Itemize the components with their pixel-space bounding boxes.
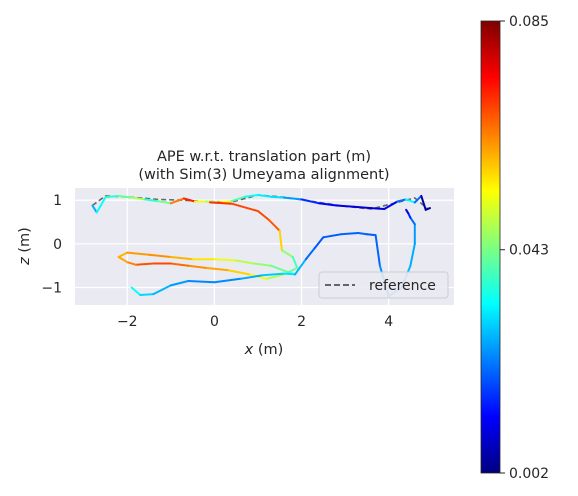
- estimate-segment: [130, 196, 146, 201]
- x-axis-label: x (m): [244, 342, 284, 358]
- estimate-segment: [252, 262, 272, 267]
- estimate-segment: [143, 198, 159, 203]
- estimate-segment: [352, 205, 373, 210]
- estimate-segment: [270, 195, 286, 199]
- estimate-segment: [405, 208, 410, 215]
- estimate-segment: [169, 197, 185, 205]
- estimate-segment: [239, 274, 264, 280]
- estimate-segment: [409, 242, 416, 267]
- estimate-segment: [383, 200, 399, 210]
- estimate-segment: [169, 280, 190, 287]
- colorbar: 0.085 0.043 0.002: [480, 14, 549, 482]
- chart-title-line-1: APE w.r.t. translation part (m): [157, 149, 371, 165]
- estimate-segment: [283, 196, 303, 201]
- y-tick-labels: 1 0 −1: [41, 193, 62, 296]
- estimate-segment: [209, 201, 233, 205]
- estimate-segment: [413, 194, 423, 204]
- estimate-segment: [409, 216, 416, 226]
- estimate-segment: [204, 266, 229, 272]
- estimate-segment: [257, 210, 270, 221]
- estimate-segment: [257, 194, 272, 198]
- colorbar-tick-label: 0.002: [509, 466, 549, 482]
- estimate-segment: [230, 202, 259, 213]
- estimate-segment: [357, 232, 368, 236]
- estimate-segment: [187, 264, 207, 269]
- x-tick-label: 2: [297, 314, 306, 330]
- estimate-segment: [187, 280, 216, 284]
- estimate-segment: [117, 256, 129, 264]
- estimate-segment: [278, 229, 283, 252]
- estimate-segment: [169, 256, 194, 261]
- y-tick-label: 0: [53, 237, 62, 253]
- estimate-segment: [280, 249, 294, 258]
- estimate-segment: [339, 232, 360, 236]
- estimate-segment: [230, 195, 246, 203]
- estimate-segment: [126, 251, 151, 256]
- estimate-segment: [213, 258, 238, 262]
- estimate-segment: [235, 259, 255, 265]
- y-axis-label: z (m): [17, 227, 33, 266]
- estimate-segment: [313, 236, 325, 250]
- estimate-segment: [300, 198, 320, 205]
- estimate-segment: [424, 207, 431, 211]
- x-tick-label: 0: [210, 314, 219, 330]
- estimate-segment: [405, 198, 416, 204]
- estimate-segment: [270, 264, 290, 274]
- colorbar-tick-label: 0.043: [509, 243, 549, 259]
- estimate-segment: [169, 262, 190, 267]
- estimate-segment: [104, 194, 120, 199]
- estimate-segment: [365, 233, 377, 237]
- x-tick-label: −2: [117, 314, 138, 330]
- estimate-segment: [126, 261, 137, 266]
- estimate-segment: [117, 251, 129, 258]
- estimate-segment: [156, 200, 172, 205]
- estimate-segment: [322, 233, 342, 239]
- estimate-segment: [243, 194, 259, 198]
- estimate-segment: [213, 277, 242, 284]
- estimate-segment: [370, 207, 386, 210]
- x-tick-label: 4: [384, 314, 393, 330]
- y-tick-label: 1: [53, 193, 62, 209]
- estimate-segment: [420, 194, 427, 211]
- legend-reference-label: reference: [369, 278, 436, 294]
- estimate-segment: [294, 258, 307, 276]
- estimate-segment: [152, 284, 172, 296]
- estimate-segment: [91, 204, 98, 214]
- estimate-segment: [396, 198, 408, 203]
- estimate-segment: [261, 272, 286, 277]
- colorbar-tick-label: 0.085: [509, 14, 549, 30]
- estimate-segment: [182, 197, 196, 203]
- estimate-segment: [148, 253, 172, 258]
- estimate-segment: [117, 194, 133, 199]
- estimate-segment: [130, 286, 142, 296]
- colorbar-gradient: [480, 20, 501, 474]
- estimate-segment: [304, 247, 316, 261]
- estimate-segment: [335, 204, 355, 208]
- colorbar-tick-labels: 0.085 0.043 0.002: [500, 14, 549, 482]
- estimate-segment: [267, 218, 281, 232]
- y-tick-label: −1: [41, 281, 62, 297]
- estimate-segment: [374, 234, 381, 267]
- estimate-segment: [265, 273, 286, 280]
- estimate-segment: [139, 293, 155, 296]
- estimate-segment: [226, 269, 251, 276]
- estimate-segment: [135, 262, 155, 266]
- x-tick-labels: −2 0 2 4: [117, 314, 393, 330]
- estimate-segment: [95, 196, 107, 214]
- legend: reference: [318, 271, 449, 299]
- estimate-segment: [283, 272, 296, 276]
- estimate-segment: [318, 202, 338, 207]
- chart-title-line-2: (with Sim(3) Umeyama alignment): [138, 167, 389, 183]
- estimate-segment: [291, 256, 299, 269]
